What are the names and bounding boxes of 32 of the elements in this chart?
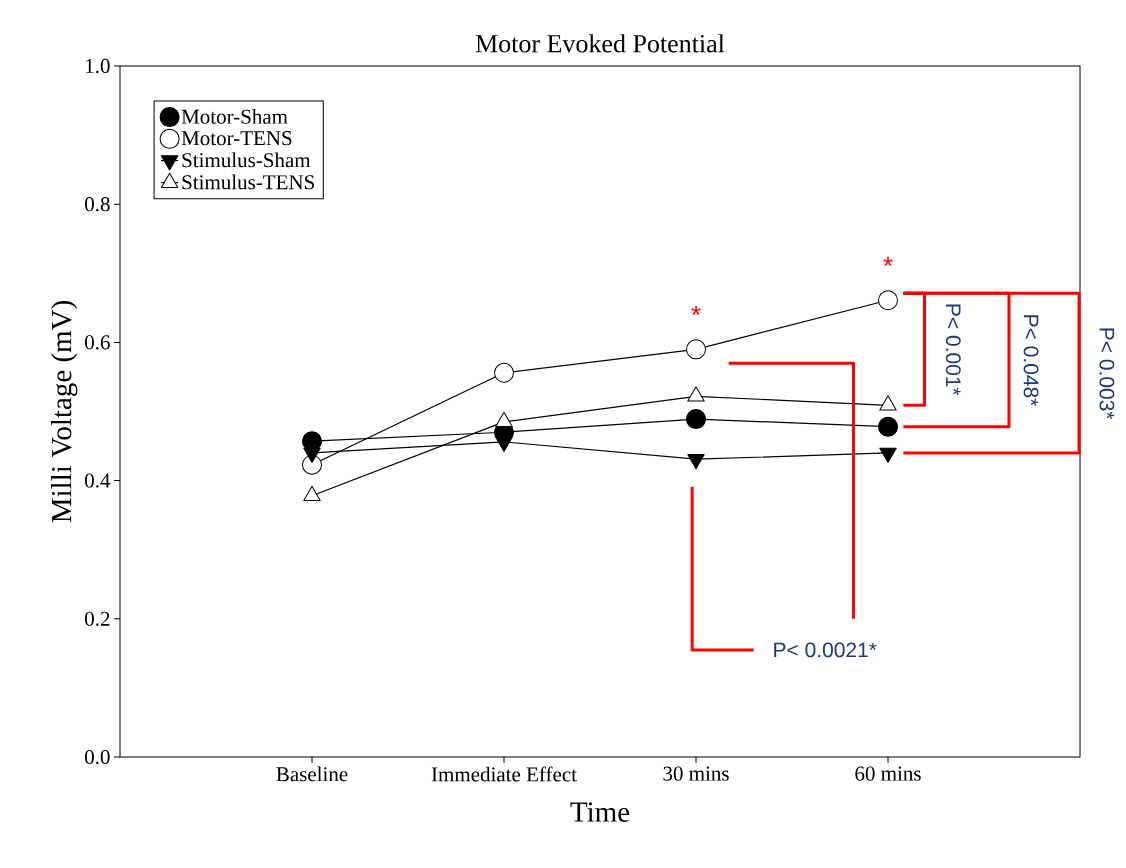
annotation: P< 0.048* xyxy=(1023,315,1039,407)
x-tick-label: Baseline xyxy=(276,766,348,782)
annotation: P< 0.0021* xyxy=(774,642,877,658)
point xyxy=(495,436,513,452)
point xyxy=(303,447,321,463)
point xyxy=(494,362,515,383)
point xyxy=(878,290,899,311)
point xyxy=(879,447,897,463)
x-tick-label: Immediate Effect xyxy=(431,766,577,782)
y-axis-title: Milli Voltage (mV) xyxy=(50,301,78,523)
point xyxy=(878,416,899,437)
annotation: * xyxy=(883,256,893,266)
point xyxy=(686,339,707,360)
legend-label: Stimulus-TENS xyxy=(182,174,314,190)
y-tick-label: 0.6 xyxy=(85,335,110,350)
y-tick-label: 0.2 xyxy=(85,611,110,626)
y-tick-label: 0.0 xyxy=(85,749,110,765)
legend-label: Motor-TENS xyxy=(181,131,292,146)
y-tick-label: 0.8 xyxy=(85,197,110,212)
annotation: P< 0.001* xyxy=(945,304,961,396)
y-tick-label: 1.0 xyxy=(86,58,110,74)
x-axis-title: Time xyxy=(570,802,630,822)
legend-label: Motor-Sham xyxy=(181,109,288,124)
x-tick-label: 30 mins xyxy=(663,766,729,781)
legend-label: Stimulus-Sham xyxy=(182,152,311,168)
point xyxy=(687,453,705,470)
x-tick-label: 60 mins xyxy=(855,766,921,781)
annotation: * xyxy=(691,305,701,316)
y-tick-label: 0.4 xyxy=(85,473,111,488)
text: P< 0.003* xyxy=(1099,328,1115,420)
chart-title: Motor Evoked Potential xyxy=(475,34,725,53)
point xyxy=(686,409,707,430)
